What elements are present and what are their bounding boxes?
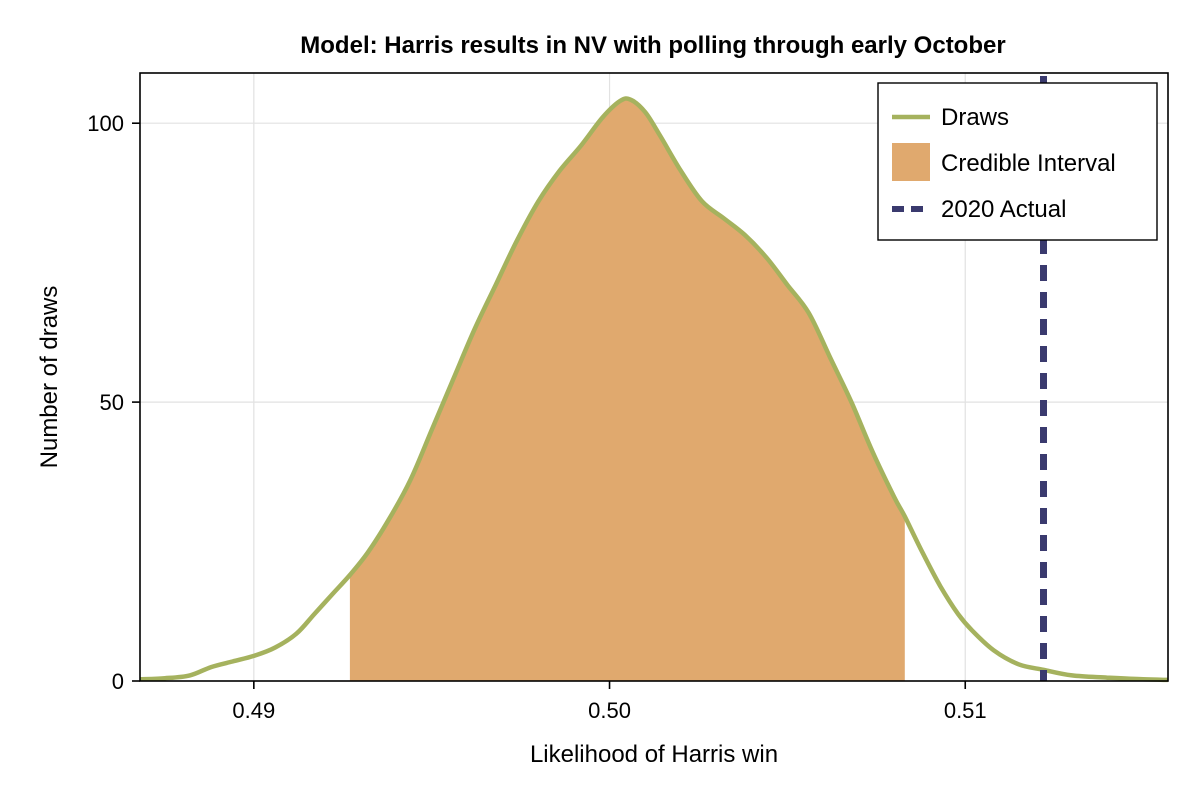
y-axis-label: Number of draws (36, 286, 63, 469)
legend: Draws Credible Interval 2020 Actual (877, 82, 1158, 241)
credible-interval-fill (349, 98, 905, 682)
plot-frame (139, 72, 1169, 682)
y-tick-label: 0 (112, 669, 124, 694)
legend-credible-interval-swatch (892, 143, 930, 181)
x-axis-ticks: 0.49 0.50 0.51 (232, 681, 987, 723)
density-line-layer (139, 96, 1169, 683)
density-line (139, 96, 1169, 683)
legend-credible-interval-label: Credible Interval (941, 150, 1116, 177)
x-tick-label: 0.51 (944, 698, 987, 723)
legend-draws-label: Draws (941, 104, 1009, 131)
y-tick-label: 50 (100, 390, 124, 415)
x-tick-label: 0.49 (232, 698, 275, 723)
legend-actual-label: 2020 Actual (941, 196, 1066, 223)
y-axis-ticks: 0 50 100 (87, 111, 140, 694)
credible-interval-area (349, 98, 905, 682)
x-axis-label: Likelihood of Harris win (530, 741, 778, 768)
x-tick-label: 0.50 (588, 698, 631, 723)
y-tick-label: 100 (87, 111, 124, 136)
chart-title: Model: Harris results in NV with polling… (300, 32, 1005, 59)
